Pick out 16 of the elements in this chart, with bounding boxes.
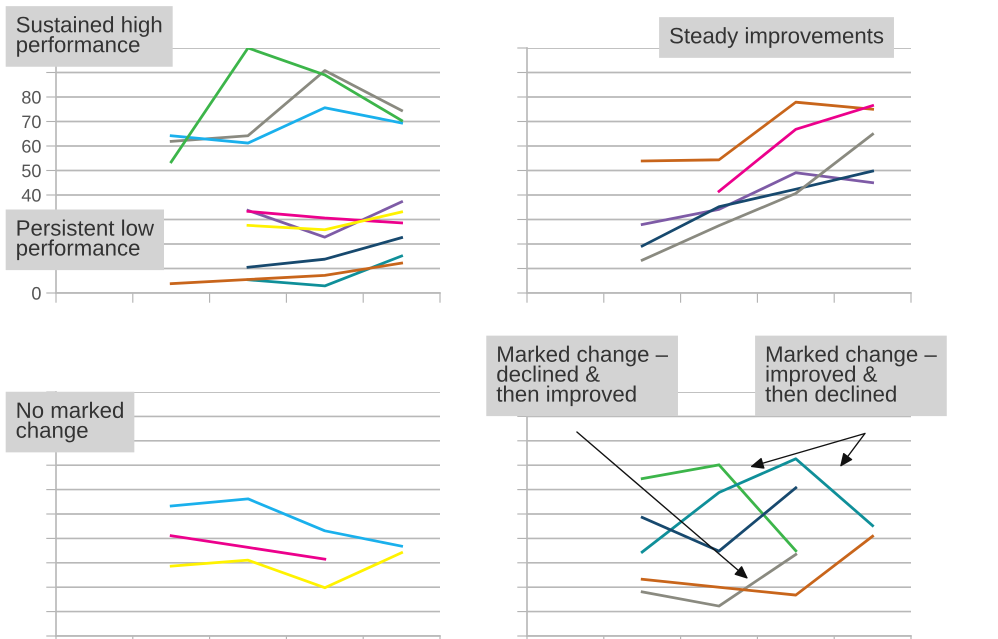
text: Marked change – improved & then declined [765,346,937,402]
y-tick-label: 60 [22,140,41,153]
y-tick-label: 80 [22,90,41,104]
line-series [170,69,403,143]
line-series [170,48,403,164]
text: Marked change – declined & then improved [496,346,668,406]
y-tick-label: 0 [32,286,41,300]
chart-title: Sustained high performance [16,16,162,57]
line-series [170,262,403,286]
line-series [170,106,403,144]
chart-title: Steady improvements [670,27,884,48]
chart-title: No marked change [16,402,123,442]
annotation: Persistent low performance [17,220,154,260]
y-tick-label: 50 [22,164,41,178]
y-tick-label: 40 [22,188,41,202]
y-tick-label: 70 [22,115,41,128]
